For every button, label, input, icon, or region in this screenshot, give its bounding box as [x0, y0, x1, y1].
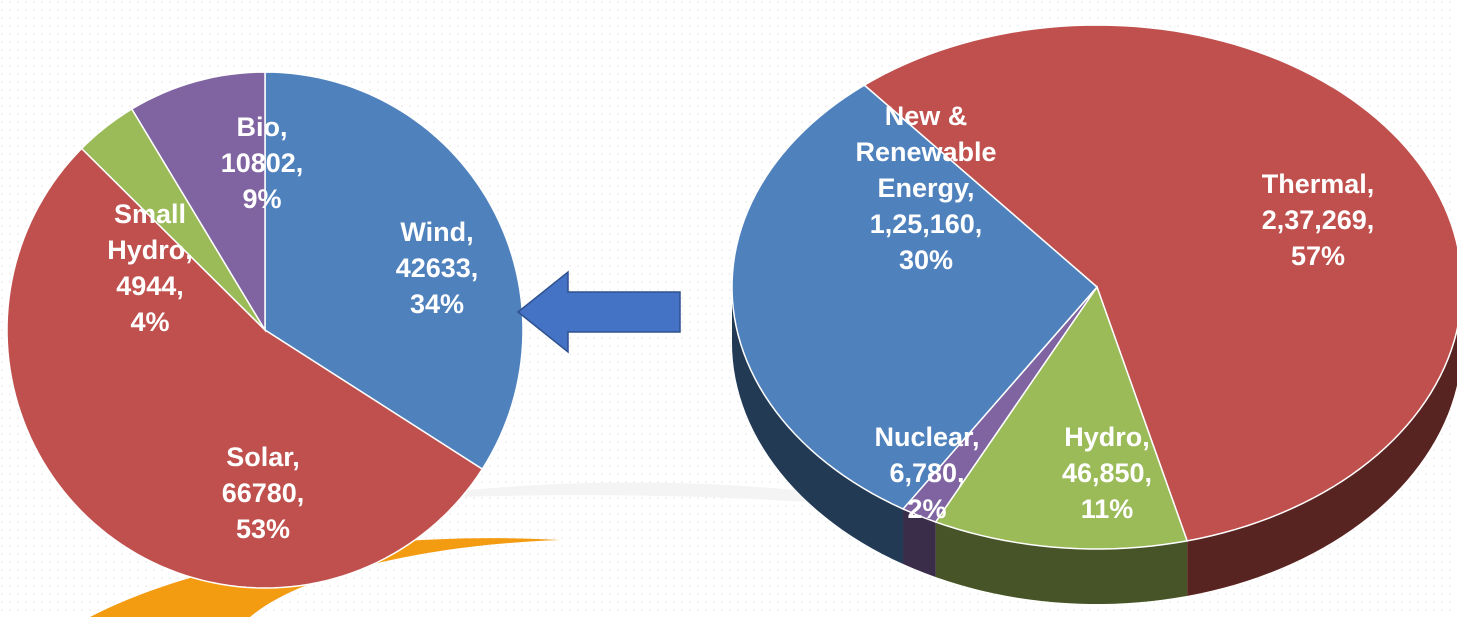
- pies: Wind, 42633, 34% Solar, 66780, 53% Small Hydro,…: [6, 24, 1457, 604]
- data-label: Wind,: [400, 217, 473, 247]
- arrow: [516, 270, 681, 354]
- data-label: 4944,: [116, 271, 184, 301]
- slice-side-shade: [903, 508, 936, 578]
- data-label: 9%: [242, 184, 281, 214]
- data-label: 4%: [130, 307, 169, 337]
- data-label: Solar,: [226, 442, 300, 472]
- data-label: 34%: [410, 289, 464, 319]
- pie-slice: [6, 147, 484, 589]
- data-label: 6,780,: [889, 458, 964, 488]
- data-label: Hydro,: [1064, 422, 1150, 452]
- pie-slice: [130, 71, 266, 333]
- data-label: 57%: [1291, 241, 1345, 271]
- pie-slice: [934, 285, 1189, 550]
- decor-swoosh: [380, 482, 1000, 520]
- data-label: 66780,: [222, 478, 305, 508]
- slice-side-shade: [1187, 330, 1457, 596]
- data-label: 53%: [236, 514, 290, 544]
- data-label: 42633,: [396, 253, 479, 283]
- pie-slice: [264, 71, 524, 471]
- data-label: 2%: [907, 494, 946, 524]
- data-label: Renewable: [855, 137, 996, 167]
- data-label: 30%: [899, 245, 953, 275]
- data-label: Hydro,: [107, 235, 193, 265]
- data-label: Energy,: [877, 173, 974, 203]
- data-label: 11%: [1081, 494, 1134, 524]
- data-label: 1,25,160,: [870, 209, 983, 239]
- data-label: Small: [114, 199, 186, 229]
- pie-slice: [80, 107, 266, 331]
- data-label: Thermal,: [1262, 169, 1375, 199]
- pie-slice: [731, 84, 1099, 510]
- data-label: 46,850,: [1062, 458, 1152, 488]
- data-label: New &: [885, 101, 968, 131]
- data-label: 2,37,269,: [1262, 205, 1375, 235]
- slice-side-shade: [732, 287, 904, 564]
- data-label: Bio,: [237, 112, 288, 142]
- pie-slice: [863, 24, 1457, 542]
- data-label: Nuclear,: [874, 422, 979, 452]
- data-label: 10802,: [221, 148, 304, 178]
- slice-side-shade: [935, 522, 1188, 604]
